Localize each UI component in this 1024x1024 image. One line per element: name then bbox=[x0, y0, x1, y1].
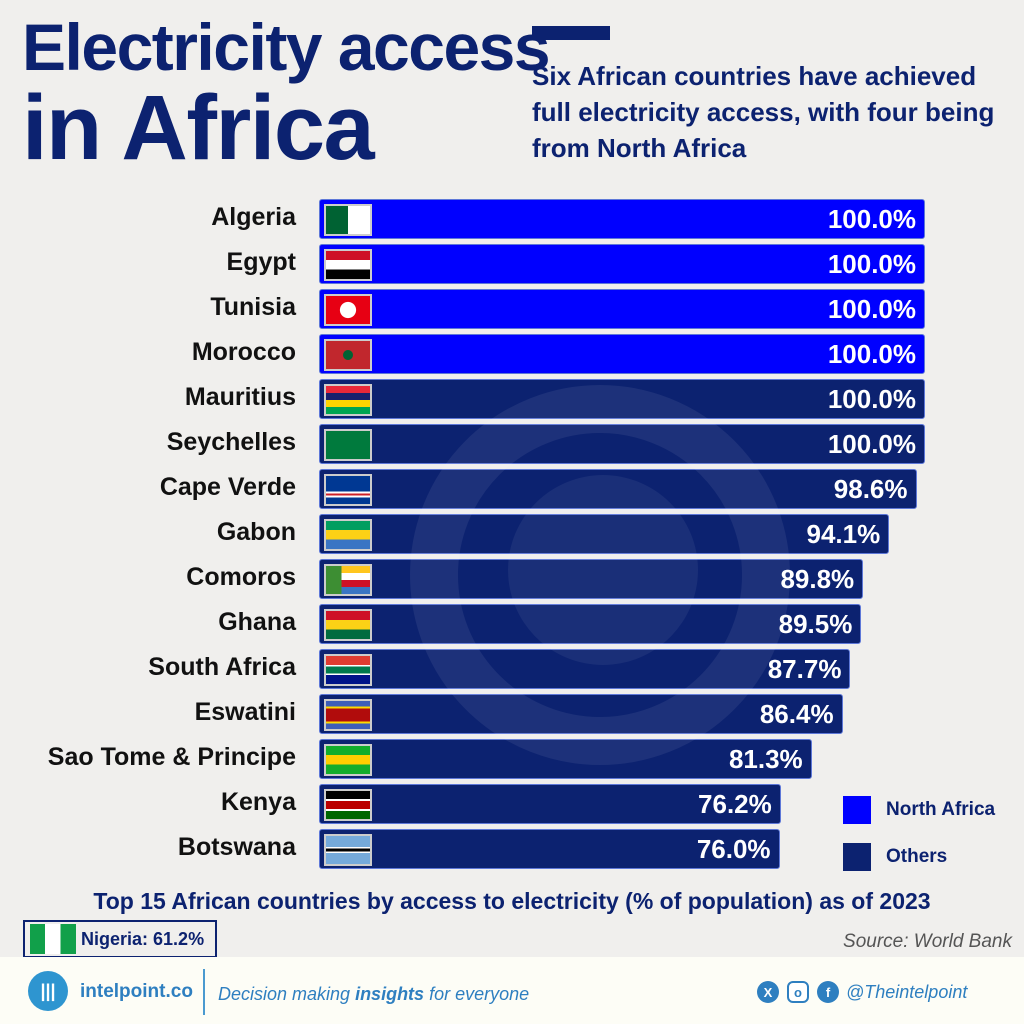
category-label: Comoros bbox=[186, 563, 296, 591]
divider bbox=[203, 969, 205, 1015]
value-label: 100.0% bbox=[827, 249, 916, 279]
category-label: Gabon bbox=[216, 518, 296, 546]
value-label: 100.0% bbox=[827, 339, 916, 369]
nigeria-flag-icon bbox=[30, 924, 76, 954]
value-label: 89.8% bbox=[780, 564, 855, 594]
bar: 100.0% bbox=[319, 199, 925, 239]
facebook-icon[interactable]: f bbox=[817, 981, 839, 1003]
flag-icon bbox=[324, 654, 372, 686]
category-label: Eswatini bbox=[194, 698, 296, 726]
value-label: 100.0% bbox=[827, 384, 916, 414]
value-label: 76.0% bbox=[696, 834, 771, 864]
brand-link[interactable]: intelpoint.co bbox=[80, 981, 193, 1002]
category-label: Kenya bbox=[220, 788, 296, 816]
flag-icon bbox=[324, 834, 372, 866]
chart-row: Morocco 100.0% bbox=[0, 334, 1024, 374]
value-label: 87.7% bbox=[767, 654, 842, 684]
value-label: 81.3% bbox=[728, 744, 803, 774]
category-label: Cape Verde bbox=[159, 473, 296, 501]
chart-row: Seychelles 100.0% bbox=[0, 424, 1024, 464]
flag-icon bbox=[324, 204, 372, 236]
flag-icon bbox=[324, 609, 372, 641]
bar: 81.3% bbox=[319, 739, 812, 779]
subtitle: Six African countries have achieved full… bbox=[532, 61, 995, 163]
flag-icon bbox=[324, 294, 372, 326]
flag-icon bbox=[324, 699, 372, 731]
title-line-1: Electricity access bbox=[22, 10, 551, 84]
bar: 94.1% bbox=[319, 514, 890, 554]
chart-row: Comoros 89.8% bbox=[0, 559, 1024, 599]
bar: 100.0% bbox=[319, 379, 925, 419]
value-label: 100.0% bbox=[827, 204, 916, 234]
bar: 100.0% bbox=[319, 424, 925, 464]
nigeria-label: Nigeria: bbox=[81, 928, 149, 949]
chart-row: Mauritius 100.0% bbox=[0, 379, 1024, 419]
footer: ||| intelpoint.co Decision making insigh… bbox=[0, 957, 1024, 1024]
flag-icon bbox=[324, 474, 372, 506]
bar: 89.5% bbox=[319, 604, 862, 644]
bar: 87.7% bbox=[319, 649, 851, 689]
bar: 100.0% bbox=[319, 244, 925, 284]
x-icon[interactable]: X bbox=[757, 981, 779, 1003]
bar: 76.2% bbox=[319, 784, 781, 824]
nigeria-callout: Nigeria: 61.2% bbox=[23, 920, 217, 958]
legend-swatch-others bbox=[843, 843, 871, 871]
flag-icon bbox=[324, 384, 372, 416]
bar: 100.0% bbox=[319, 334, 925, 374]
instagram-icon[interactable]: o bbox=[787, 981, 809, 1003]
tagline: Decision making insights for everyone bbox=[218, 984, 530, 1004]
category-label: Ghana bbox=[218, 608, 296, 636]
title-line-2: in Africa bbox=[22, 77, 375, 179]
chart-row: Kenya 76.2% bbox=[0, 784, 1024, 824]
source-note: Source: World Bank bbox=[843, 931, 1012, 952]
category-label: Seychelles bbox=[166, 428, 296, 456]
chart-row: Algeria 100.0% bbox=[0, 199, 1024, 239]
flag-icon bbox=[324, 249, 372, 281]
bar: 86.4% bbox=[319, 694, 843, 734]
bar: 100.0% bbox=[319, 289, 925, 329]
value-label: 98.6% bbox=[833, 474, 908, 504]
chart-row: Tunisia 100.0% bbox=[0, 289, 1024, 329]
category-label: Sao Tome & Principe bbox=[47, 743, 296, 771]
legend-swatch-north-africa bbox=[843, 796, 871, 824]
flag-icon bbox=[324, 744, 372, 776]
category-label: Mauritius bbox=[184, 383, 296, 411]
intelpoint-logo-icon: ||| bbox=[28, 971, 68, 1011]
chart-row: Eswatini 86.4% bbox=[0, 694, 1024, 734]
social-handle[interactable]: @Theintelpoint bbox=[846, 982, 968, 1002]
nigeria-value: 61.2% bbox=[153, 928, 205, 949]
category-label: Tunisia bbox=[210, 293, 296, 321]
value-label: 94.1% bbox=[806, 519, 881, 549]
flag-icon bbox=[324, 429, 372, 461]
bar: 89.8% bbox=[319, 559, 864, 599]
flag-icon bbox=[324, 519, 372, 551]
category-label: Botswana bbox=[177, 833, 296, 861]
chart-row: Ghana 89.5% bbox=[0, 604, 1024, 644]
legend-label-north-africa: North Africa bbox=[886, 799, 996, 820]
category-label: Morocco bbox=[191, 338, 296, 366]
category-label: Algeria bbox=[211, 203, 296, 231]
chart-row: Cape Verde 98.6% bbox=[0, 469, 1024, 509]
value-label: 86.4% bbox=[759, 699, 834, 729]
bar: 98.6% bbox=[319, 469, 917, 509]
bar: 76.0% bbox=[319, 829, 780, 869]
flag-icon bbox=[324, 789, 372, 821]
flag-icon bbox=[324, 339, 372, 371]
value-label: 76.2% bbox=[698, 789, 772, 819]
category-label: South Africa bbox=[148, 653, 296, 681]
legend-label-others: Others bbox=[886, 846, 948, 867]
value-label: 100.0% bbox=[827, 294, 916, 324]
page-title: Electricity access in Africa bbox=[22, 14, 551, 179]
chart-row: Egypt 100.0% bbox=[0, 244, 1024, 284]
chart-row: Gabon 94.1% bbox=[0, 514, 1024, 554]
category-label: Egypt bbox=[226, 248, 296, 276]
value-label: 100.0% bbox=[827, 429, 916, 459]
chart-row: Sao Tome & Principe 81.3% bbox=[0, 739, 1024, 779]
accent-bar bbox=[532, 26, 610, 40]
chart-caption: Top 15 African countries by access to el… bbox=[93, 888, 931, 914]
chart-row: Botswana 76.0% bbox=[0, 829, 1024, 869]
chart-row: South Africa 87.7% bbox=[0, 649, 1024, 689]
value-label: 89.5% bbox=[778, 609, 853, 639]
flag-icon bbox=[324, 564, 372, 596]
